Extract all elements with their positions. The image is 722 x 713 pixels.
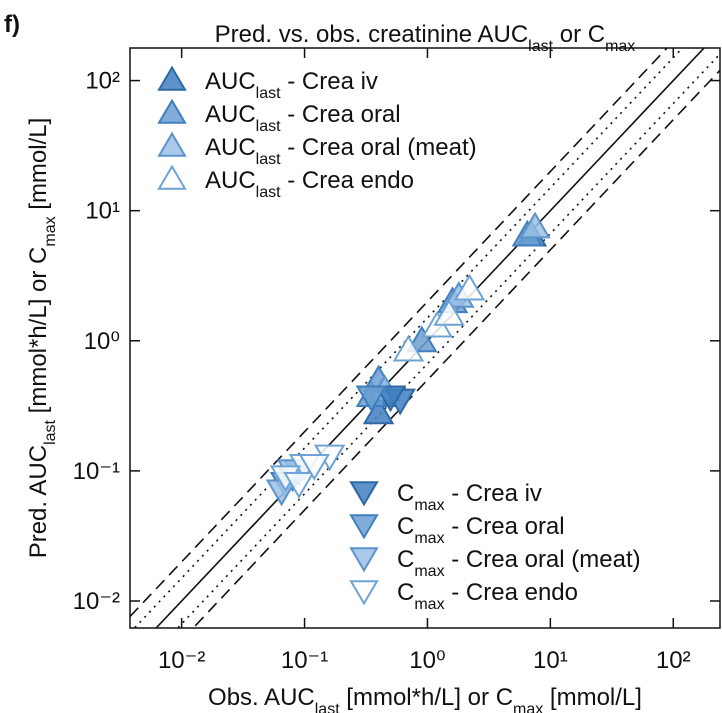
legend-label-part: - Crea endo bbox=[445, 579, 578, 606]
y-axis-label: Pred. AUClast [mmol*h/L] or Cmax [mmol/L… bbox=[25, 118, 59, 559]
legend-label-part: AUC bbox=[205, 101, 256, 128]
legend-label-part: - Crea iv bbox=[445, 480, 542, 507]
legend-label-part: - Crea oral (meat) bbox=[281, 134, 477, 161]
legend-label-part: max bbox=[414, 563, 444, 580]
legend-marker bbox=[157, 65, 187, 91]
legend-label: Cmax - Crea iv bbox=[397, 480, 542, 514]
legend-label-part: max bbox=[414, 530, 444, 547]
data-point bbox=[433, 298, 465, 326]
legend-label-part: - Crea oral bbox=[281, 101, 401, 128]
y-axis-label-part: [mmol*h/L] or C bbox=[25, 247, 52, 420]
legend-marker bbox=[349, 481, 379, 507]
legend-label-part: - Crea oral bbox=[445, 513, 565, 540]
guide-line bbox=[130, 48, 669, 618]
legend-label-part: - Crea iv bbox=[281, 68, 378, 95]
legend-label-part: last bbox=[256, 118, 281, 135]
legend-label: Cmax - Crea oral bbox=[397, 513, 565, 547]
x-axis-label-part: [mmol/L] bbox=[543, 684, 642, 711]
legend-label-part: last bbox=[256, 151, 281, 168]
legend-marker bbox=[349, 580, 379, 606]
legend-marker bbox=[349, 514, 379, 540]
data-point bbox=[406, 325, 438, 353]
data-point bbox=[298, 454, 331, 481]
legend-label-part: C bbox=[397, 513, 414, 540]
legend-label-part: AUC bbox=[205, 68, 256, 95]
x-axis-label-part: Obs. AUC bbox=[208, 684, 315, 711]
chart-title-part: or C bbox=[553, 21, 605, 48]
legend-label: AUClast - Crea endo bbox=[205, 167, 414, 201]
legend-marker bbox=[157, 131, 187, 157]
guide-line bbox=[133, 48, 684, 628]
y-tick-label: 10² bbox=[85, 68, 120, 95]
y-axis-label-part: [mmol/L] bbox=[25, 118, 52, 217]
legend-label-part: C bbox=[397, 480, 414, 507]
legend-label-part: max bbox=[414, 596, 444, 613]
chart-title-part: max bbox=[605, 38, 635, 55]
y-axis-label-part: max bbox=[42, 216, 59, 246]
legend-label: AUClast - Crea oral bbox=[205, 101, 401, 135]
x-axis-label: Obs. AUClast [mmol*h/L] or Cmax [mmol/L] bbox=[208, 684, 642, 713]
x-tick-label: 10² bbox=[656, 647, 691, 674]
legend-label-part: - Crea endo bbox=[281, 167, 414, 194]
legend-label-part: max bbox=[414, 497, 444, 514]
legend-label: AUClast - Crea oral (meat) bbox=[205, 134, 477, 168]
x-tick-label: 10¹ bbox=[533, 647, 568, 674]
chart-title-part: last bbox=[528, 38, 553, 55]
data-point bbox=[374, 385, 407, 413]
panel-label: f) bbox=[4, 11, 20, 38]
legend-marker bbox=[157, 164, 187, 190]
guide-line bbox=[192, 69, 720, 628]
legend-marker bbox=[157, 98, 187, 124]
legend-label-part: AUC bbox=[205, 134, 256, 161]
x-tick-label: 10⁻¹ bbox=[281, 647, 328, 674]
y-axis-label-part: last bbox=[42, 419, 59, 444]
legend-label-part: - Crea oral (meat) bbox=[445, 546, 641, 573]
data-point bbox=[453, 273, 486, 301]
x-axis-label-part: max bbox=[513, 701, 543, 713]
guide-line bbox=[176, 53, 720, 628]
y-tick-label: 10¹ bbox=[85, 198, 120, 225]
legend-label: Cmax - Crea endo bbox=[397, 579, 578, 613]
legend-label-part: last bbox=[256, 184, 281, 201]
chart-title-part: Pred. vs. obs. creatinine AUC bbox=[215, 21, 528, 48]
legend-label-part: C bbox=[397, 546, 414, 573]
legend-label-part: C bbox=[397, 579, 414, 606]
plot-frame bbox=[129, 47, 721, 629]
data-point bbox=[392, 334, 425, 362]
x-axis-label-part: last bbox=[315, 701, 340, 713]
data-point bbox=[283, 471, 315, 499]
x-tick-label: 10⁻² bbox=[158, 647, 205, 674]
y-tick-label: 10⁻² bbox=[73, 588, 120, 615]
chart-title: Pred. vs. obs. creatinine AUClast or Cma… bbox=[215, 21, 636, 55]
legend-label-part: AUC bbox=[205, 167, 256, 194]
legend-label: AUClast - Crea iv bbox=[205, 68, 378, 102]
legend-label-part: last bbox=[256, 85, 281, 102]
y-tick-label: 10⁻¹ bbox=[73, 458, 120, 485]
data-point bbox=[355, 385, 388, 413]
legend-marker bbox=[349, 547, 379, 573]
y-axis-label-part: Pred. AUC bbox=[25, 445, 52, 558]
data-point bbox=[519, 211, 551, 239]
y-tick-label: 10⁰ bbox=[84, 328, 120, 355]
x-tick-label: 10⁰ bbox=[409, 647, 445, 674]
legend-label: Cmax - Crea oral (meat) bbox=[397, 546, 641, 580]
x-axis-label-part: [mmol*h/L] or C bbox=[340, 684, 513, 711]
